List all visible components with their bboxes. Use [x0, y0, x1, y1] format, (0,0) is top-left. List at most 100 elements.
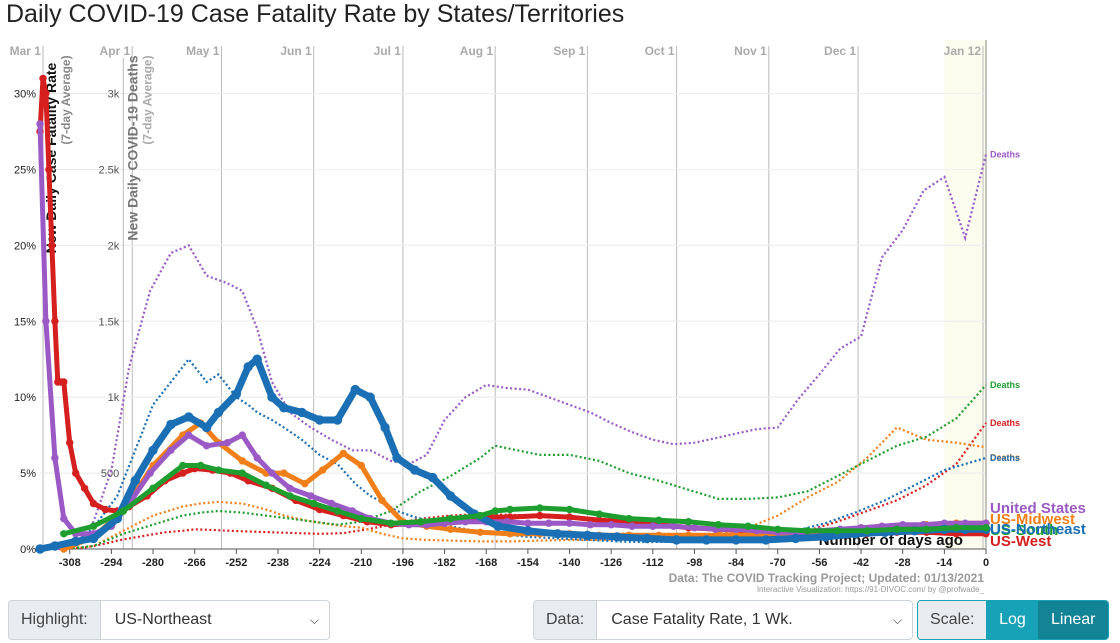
y-left-tick-label: 5%	[20, 468, 36, 480]
cfr-point-us-northeast	[552, 529, 563, 539]
deaths-line-united-states	[40, 154, 988, 551]
x-tick-label: -14	[936, 557, 953, 569]
month-label: Nov 1	[734, 44, 767, 58]
cfr-point-united-states	[286, 484, 294, 492]
x-tick-label: -252	[225, 557, 247, 569]
x-tick-label: -84	[728, 557, 745, 569]
cfr-point-united-states	[565, 519, 574, 527]
cfr-point-us-south	[774, 525, 782, 533]
cfr-point-united-states	[268, 469, 276, 477]
legend-label: US-South	[990, 522, 1058, 539]
cfr-point-us-midwest	[339, 449, 348, 458]
x-tick-label: -42	[853, 557, 869, 569]
legend-label: US-West	[990, 533, 1051, 550]
scale-linear-button[interactable]: Linear	[1038, 601, 1108, 639]
cfr-point-us-west	[536, 511, 544, 520]
x-tick-label: -196	[392, 557, 414, 569]
data-credit: Data: The COVID Tracking Project; Update…	[669, 571, 985, 585]
month-label: Jun 1	[280, 44, 312, 58]
cfr-point-us-northeast	[279, 403, 289, 413]
x-tick-label: -210	[350, 557, 372, 569]
cfr-point-us-west	[565, 513, 574, 521]
cfr-point-united-states	[586, 521, 594, 529]
cfr-point-us-south	[149, 484, 157, 492]
cfr-point-us-midwest	[476, 528, 484, 536]
cfr-point-us-south	[310, 499, 318, 508]
cfr-point-united-states	[238, 431, 246, 439]
month-label: Aug 1	[460, 44, 494, 58]
cfr-point-us-northeast	[267, 392, 277, 402]
cfr-point-us-south	[214, 466, 223, 474]
cfr-point-us-northeast	[166, 419, 176, 430]
cfr-point-us-northeast	[761, 535, 771, 545]
cfr-point-us-south	[922, 525, 931, 533]
y-right-tick-label: 2k	[108, 240, 120, 252]
cfr-point-us-midwest	[446, 525, 455, 533]
month-label: Oct 1	[645, 44, 675, 58]
cfr-point-us-south	[863, 527, 871, 535]
x-tick-label: -266	[184, 557, 206, 569]
y-right-tick-label: 2.5k	[98, 164, 119, 176]
cfr-point-us-west	[39, 74, 47, 83]
axes: 0% 5% 10% 15% 20% 25% 30% 500 1k 1.5k 2k 2.5k 3k -308…	[14, 40, 989, 569]
cfr-point-us-northeast	[35, 544, 45, 554]
y-left-tick-label: 20%	[14, 240, 36, 252]
cfr-point-us-northeast	[493, 521, 503, 531]
cfr-point-us-midwest	[301, 480, 309, 488]
data-control: Data: Case Fatality Rate, 1 Wk. ⌵	[533, 600, 913, 640]
cfr-point-us-northeast	[671, 535, 682, 545]
x-tick-label: -56	[811, 557, 827, 569]
data-select[interactable]: Case Fatality Rate, 1 Wk. ⌵	[597, 601, 912, 639]
cfr-point-us-northeast	[523, 526, 533, 536]
cfr-point-us-south	[982, 524, 990, 532]
x-tick-label: -98	[687, 557, 703, 569]
data-label: Data:	[534, 601, 598, 639]
cfr-point-united-states	[36, 120, 44, 128]
highlight-select[interactable]: US-Northeast ⌵	[101, 601, 329, 639]
x-tick-label: -112	[642, 557, 663, 569]
cfr-point-us-northeast	[201, 422, 212, 433]
month-label: Sep 1	[553, 44, 585, 58]
cfr-point-us-northeast	[50, 541, 60, 551]
cfr-point-united-states	[649, 522, 657, 530]
y-left-axis-subtitle: (7-day Average)	[59, 55, 73, 144]
y-left-tick-label: 10%	[14, 392, 36, 404]
cfr-point-us-northeast	[380, 422, 390, 433]
x-tick-label: -168	[475, 557, 497, 569]
cfr-point-us-south	[595, 510, 603, 518]
cfr-point-us-northeast	[184, 412, 194, 422]
y-right-axis-subtitle: (7-day Average)	[140, 55, 154, 144]
y-right-tick-label: 3k	[108, 89, 120, 101]
scale-log-button[interactable]: Log	[986, 601, 1039, 639]
y-right-tick-label: 1k	[108, 392, 120, 404]
end-label-deaths: Deaths	[990, 149, 1020, 159]
cfr-point-us-west	[179, 469, 187, 477]
cfr-point-us-northeast	[612, 532, 622, 542]
cfr-point-united-states	[899, 521, 907, 529]
cfr-point-us-south	[119, 507, 128, 515]
cfr-point-united-states	[503, 518, 511, 526]
month-label: Jan 12	[944, 44, 982, 58]
cfr-point-us-south	[387, 519, 395, 527]
cfr-point-us-south	[89, 522, 98, 530]
cfr-point-us-south	[714, 521, 722, 529]
cfr-point-us-south	[655, 516, 663, 524]
x-tick-label: -28	[895, 557, 911, 569]
cfr-point-us-northeast	[297, 407, 307, 418]
controls-bar: Highlight: US-Northeast ⌵ Data: Case Fat…	[0, 593, 1120, 643]
cfr-point-us-northeast	[88, 533, 99, 544]
cfr-point-us-south	[536, 504, 544, 512]
page-title: Daily COVID-19 Case Fatality Rate by Sta…	[6, 0, 625, 28]
cfr-point-united-states	[167, 446, 175, 454]
month-label: Mar 1	[10, 44, 42, 58]
cfr-point-us-midwest	[506, 530, 514, 538]
cfr-point-us-south	[333, 507, 342, 515]
cfr-point-us-south	[506, 505, 514, 514]
cfr-point-us-south	[803, 527, 812, 535]
x-tick-label: -308	[59, 557, 81, 569]
cfr-point-us-northeast	[213, 407, 224, 418]
cfr-point-us-south	[684, 518, 693, 526]
x-tick-label: -70	[770, 557, 786, 569]
x-tick-label: -140	[559, 557, 581, 569]
